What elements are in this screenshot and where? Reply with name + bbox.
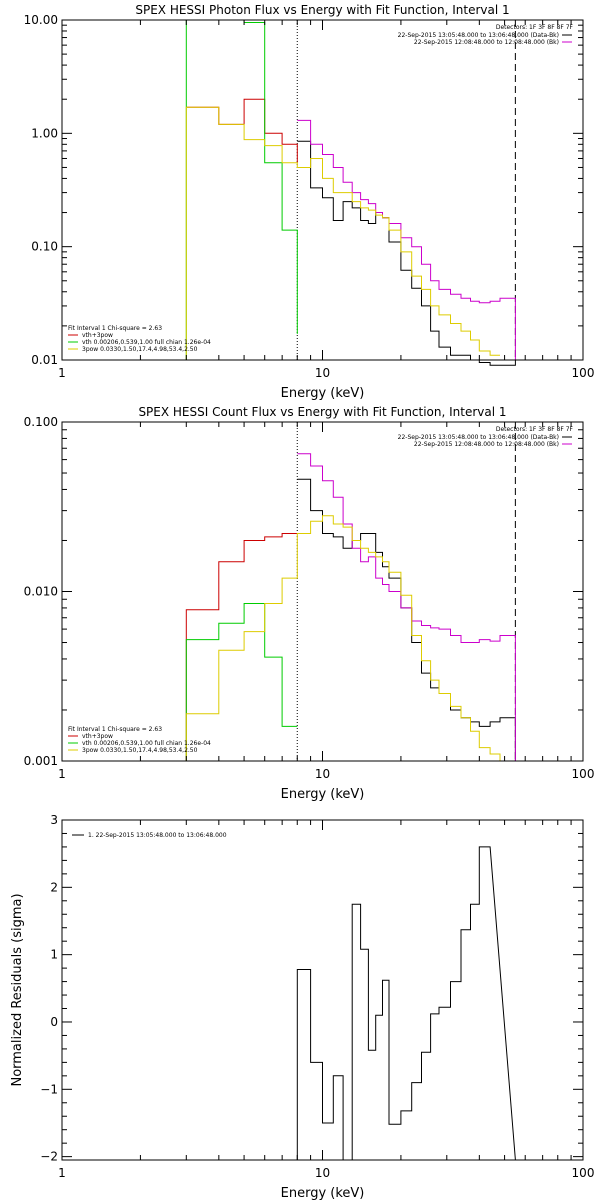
y-tick-label: 0.010 — [24, 585, 58, 599]
y-tick-label: 0.01 — [31, 353, 58, 367]
series-5-step-line — [185, 515, 501, 761]
legend-residual-entry-label: 1. 22-Sep-2015 13:05:48.000 to 13:06:48.… — [88, 832, 227, 839]
y-tick-label: 0.10 — [31, 240, 58, 254]
series-2-step-line — [297, 453, 516, 761]
chart-panel-1: SPEX HESSI Photon Flux vs Energy with Fi… — [24, 3, 595, 401]
legend-right-entry-label: 22-Sep-2015 13:05:48.000 to 13:06:48.000… — [398, 434, 559, 441]
chart-panel-2: SPEX HESSI Count Flux vs Energy with Fit… — [24, 405, 595, 802]
legend-fit-header: Fit Interval 1 Chi-square = 2.63 — [68, 726, 162, 733]
y-tick-label: −1 — [40, 1082, 58, 1096]
y-tick-label: 1.00 — [31, 126, 58, 140]
y-tick-label: −2 — [40, 1150, 58, 1164]
chart-title: SPEX HESSI Count Flux vs Energy with Fit… — [138, 405, 506, 419]
x-tick-label: 100 — [572, 366, 595, 380]
x-axis-label: Energy (keV) — [281, 1186, 365, 1200]
series-3-step-line — [186, 98, 298, 163]
x-tick-label: 1 — [58, 366, 66, 380]
series-1-step-line — [297, 140, 516, 366]
series-1-step-line — [296, 846, 516, 1161]
legend-right-entry-label: 22-Sep-2015 13:05:48.000 to 13:06:48.000… — [398, 32, 559, 39]
series-5-step-line — [185, 106, 500, 360]
series-3-step-line — [185, 533, 298, 761]
y-tick-label: 0 — [50, 1015, 58, 1029]
series-4-step-line — [185, 19, 298, 360]
y-axis-label: Normalized Residuals (sigma) — [10, 893, 25, 1086]
legend-right-entry-label: 22-Sep-2015 12:08:48.000 to 12:08:48.000… — [414, 441, 559, 448]
legend-left-entry-label: vth+3pow — [82, 733, 113, 740]
y-tick-label: 0.100 — [24, 415, 58, 429]
y-tick-label: 0.001 — [24, 754, 58, 768]
x-tick-label: 1 — [58, 767, 66, 781]
series-4-step-line — [185, 603, 298, 761]
legend-left-entry-label: vth+3pow — [82, 332, 113, 339]
legend-right-entry-label: 22-Sep-2015 12:08:48.000 to 12:08:48.000… — [414, 39, 559, 46]
legend-left-entry-label: vth 0.00206,0.539,1.00 full chian 1.26e-… — [82, 740, 211, 747]
series-1-step-line — [297, 478, 516, 761]
legend-detectors-header: Detectors: 1F 3F 8F 8F 7F — [496, 24, 574, 31]
y-tick-label: 2 — [50, 880, 58, 894]
x-axis-label: Energy (keV) — [281, 386, 365, 401]
x-tick-label: 100 — [572, 1166, 595, 1180]
legend-fit-header: Fit Interval 1 Chi-square = 2.63 — [68, 325, 162, 332]
legend-left-entry-label: 3pow 0.0330,1.50,17.4,4.98,53.4,2.50 — [82, 747, 198, 754]
legend-left-entry-label: 3pow 0.0330,1.50,17.4,4.98,53.4,2.50 — [82, 346, 198, 353]
chart-panel-3: 1 10 100 −2 −1 0 1 2 3 Energy (keV) Normalized Res… — [10, 813, 594, 1200]
x-axis-label: Energy (keV) — [281, 787, 365, 802]
chart-title: SPEX HESSI Photon Flux vs Energy with Fi… — [135, 3, 509, 17]
legend-left-entry-label: vth 0.00206,0.539,1.00 full chian 1.26e-… — [82, 339, 211, 346]
x-tick-label: 10 — [315, 366, 330, 380]
y-tick-label: 3 — [50, 813, 58, 827]
x-tick-label: 1 — [58, 1166, 66, 1180]
series-2-step-line — [297, 119, 516, 360]
x-tick-label: 10 — [315, 1166, 330, 1180]
legend-detectors-header: Detectors: 1F 3F 8F 8F 7F — [496, 426, 574, 433]
y-tick-label: 1 — [50, 948, 58, 962]
x-tick-label: 10 — [315, 767, 330, 781]
y-tick-label: 10.00 — [24, 13, 58, 27]
x-tick-label: 100 — [572, 767, 595, 781]
